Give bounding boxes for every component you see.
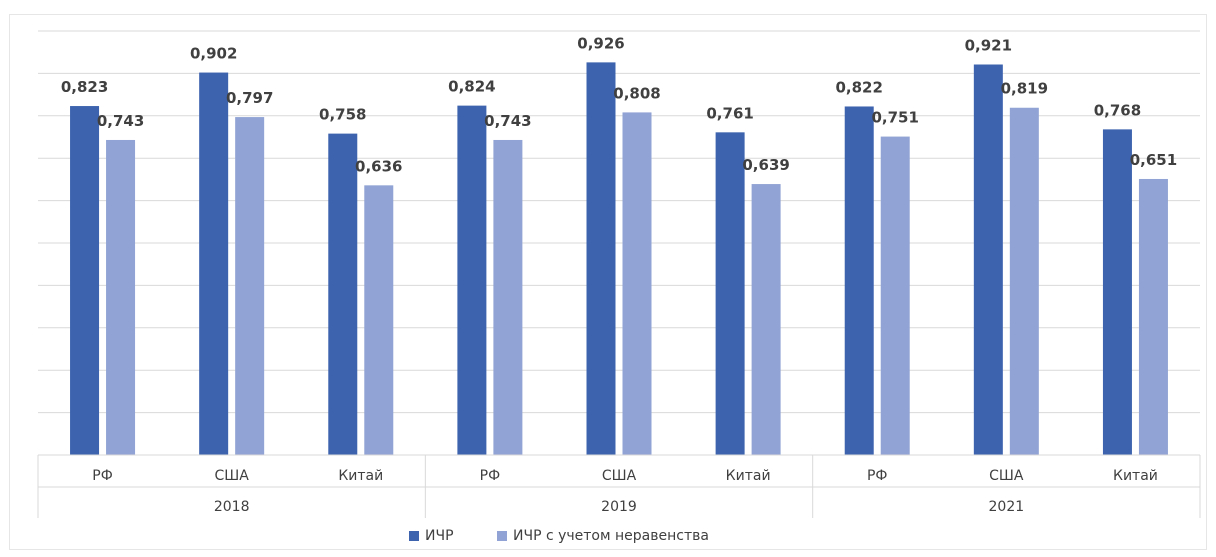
data-label: 0,751 <box>871 109 918 127</box>
bar <box>622 112 652 456</box>
group-label: 2021 <box>989 499 1025 515</box>
data-label: 0,758 <box>319 106 366 124</box>
data-label: 0,902 <box>190 45 237 63</box>
bar <box>844 106 874 456</box>
group-label: 2018 <box>214 499 250 515</box>
bar <box>328 133 358 455</box>
data-label: 0,743 <box>97 112 144 130</box>
bar <box>493 139 523 455</box>
data-label: 0,651 <box>1130 151 1177 169</box>
legend-swatch <box>497 531 507 541</box>
bar <box>106 139 136 455</box>
category-label: Китай <box>338 468 383 484</box>
bar <box>1009 107 1039 455</box>
bar <box>973 64 1003 455</box>
category-label: США <box>215 468 250 484</box>
legend-label: ИЧР <box>425 528 454 544</box>
category-label: РФ <box>867 468 888 484</box>
category-label: РФ <box>92 468 113 484</box>
data-label: 0,768 <box>1094 101 1141 119</box>
category-label: РФ <box>480 468 501 484</box>
data-label: 0,808 <box>613 84 660 102</box>
chart-frame <box>9 14 1207 550</box>
bar <box>586 62 616 455</box>
bar <box>457 105 487 456</box>
group-label: 2019 <box>601 499 637 515</box>
data-label: 0,761 <box>706 104 753 122</box>
bar <box>364 185 394 455</box>
legend-label: ИЧР с учетом неравенства <box>513 528 709 544</box>
data-label: 0,823 <box>61 78 108 96</box>
category-label: Китай <box>1113 468 1158 484</box>
data-label: 0,921 <box>965 36 1012 54</box>
data-label: 0,743 <box>484 112 531 130</box>
bar <box>1102 129 1132 456</box>
bar <box>751 184 781 455</box>
bar <box>715 132 745 455</box>
data-label: 0,636 <box>355 157 402 175</box>
category-label: США <box>989 468 1024 484</box>
data-label: 0,822 <box>835 78 882 96</box>
bar <box>235 117 265 456</box>
bar <box>70 106 100 455</box>
data-label: 0,797 <box>226 89 273 107</box>
bar <box>880 136 910 456</box>
bar <box>1138 178 1168 455</box>
category-label: США <box>602 468 637 484</box>
legend-swatch <box>409 531 419 541</box>
data-label: 0,639 <box>742 156 789 174</box>
data-label: 0,926 <box>577 34 624 52</box>
data-label: 0,819 <box>1001 80 1048 98</box>
category-label: Китай <box>726 468 771 484</box>
data-label: 0,824 <box>448 78 495 96</box>
bar <box>199 72 229 455</box>
